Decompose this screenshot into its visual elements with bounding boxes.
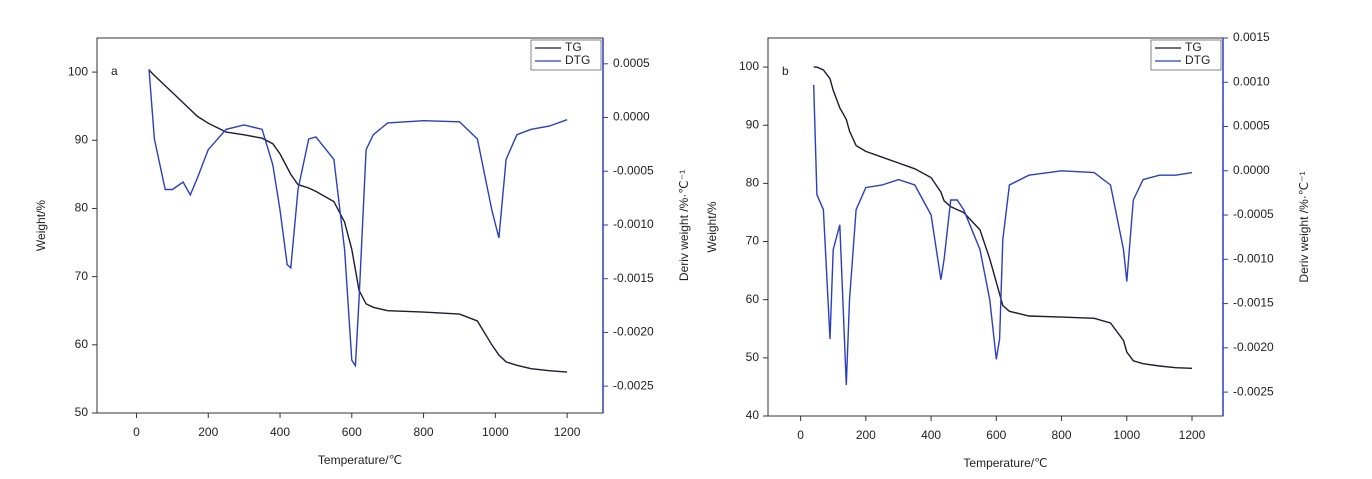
series-line — [813, 84, 1193, 386]
x-tick-label: 1200 — [554, 425, 581, 439]
y2-tick-label: 0.0005 — [613, 56, 650, 70]
x-tick-label: 600 — [986, 428, 1006, 442]
x-tick-label: 400 — [921, 428, 941, 442]
y-tick-label: 40 — [746, 408, 760, 422]
legend-label: TG — [565, 40, 582, 54]
y-tick-label: 60 — [75, 337, 89, 351]
y-tick-label: 50 — [746, 350, 760, 364]
x-tick-label: 400 — [270, 425, 290, 439]
series-line — [813, 66, 1193, 369]
y2-tick-label: -0.0005 — [1233, 207, 1274, 221]
x-tick-label: 1200 — [1179, 428, 1206, 442]
legend-box — [530, 39, 602, 71]
panel-label: a — [111, 64, 118, 78]
y-tick-label: 60 — [746, 292, 760, 306]
y2-tick-label: 0.0015 — [1233, 30, 1270, 44]
y2-tick-label: -0.0005 — [613, 163, 654, 177]
y-axis-label: Weight/% — [34, 200, 48, 251]
y-tick-label: 50 — [75, 405, 89, 419]
y2-tick-label: -0.0020 — [1233, 340, 1274, 354]
y-tick-label: 100 — [739, 59, 759, 73]
x-tick-label: 1000 — [482, 425, 509, 439]
y-tick-label: 90 — [75, 132, 89, 146]
y2-tick-label: 0.0010 — [1233, 74, 1270, 88]
y2-tick-label: -0.0010 — [1233, 251, 1274, 265]
plot-frame — [767, 37, 1224, 417]
y2-tick-label: -0.0020 — [613, 325, 654, 339]
x-tick-label: 600 — [342, 425, 362, 439]
x-axis-label: Temperature/℃ — [963, 456, 1047, 470]
x-axis-label: Temperature/℃ — [318, 453, 402, 467]
y-tick-label: 100 — [68, 64, 88, 78]
series-line — [148, 69, 568, 368]
y-tick-label: 80 — [746, 176, 760, 190]
y2-axis-label: Deriv weight /%·℃⁻¹ — [677, 170, 691, 281]
x-tick-label: 0 — [133, 425, 140, 439]
y2-tick-label: -0.0015 — [613, 271, 654, 285]
y2-tick-label: 0.0005 — [1233, 119, 1270, 133]
y2-axis-label: Deriv weight /%·℃⁻¹ — [1297, 171, 1311, 282]
y-tick-label: 80 — [75, 201, 89, 215]
y2-tick-label: 0.0000 — [613, 110, 650, 124]
legend-box — [1150, 39, 1222, 71]
legend-label: TG — [1185, 40, 1202, 54]
y2-tick-label: -0.0025 — [613, 378, 654, 392]
series-line — [148, 69, 568, 373]
y2-tick-label: -0.0010 — [613, 217, 654, 231]
x-tick-label: 1000 — [1113, 428, 1140, 442]
y-tick-label: 70 — [75, 269, 89, 283]
plot-frame — [96, 37, 604, 414]
y2-tick-label: 0.0000 — [1233, 163, 1270, 177]
x-tick-label: 200 — [198, 425, 218, 439]
y2-tick-label: -0.0015 — [1233, 296, 1274, 310]
x-tick-label: 0 — [797, 428, 804, 442]
legend-label: DTG — [565, 53, 590, 67]
y-axis-label: Weight/% — [705, 201, 719, 252]
y2-tick-label: -0.0025 — [1233, 384, 1274, 398]
y-tick-label: 90 — [746, 117, 760, 131]
panel-label: b — [782, 64, 789, 78]
x-tick-label: 800 — [414, 425, 434, 439]
y-tick-label: 70 — [746, 234, 760, 248]
x-tick-label: 800 — [1052, 428, 1072, 442]
x-tick-label: 200 — [856, 428, 876, 442]
legend-label: DTG — [1185, 53, 1210, 67]
